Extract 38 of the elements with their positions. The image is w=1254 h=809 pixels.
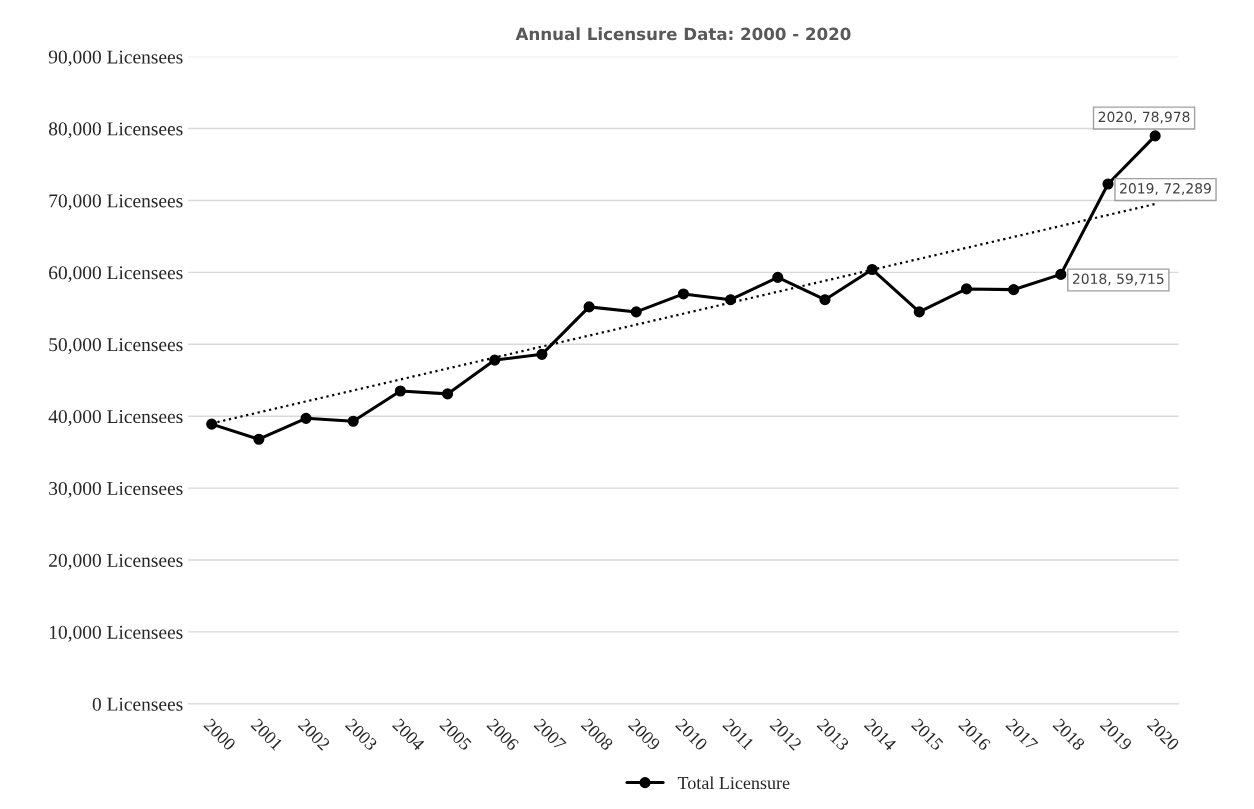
y-tick-label: 20,000 Licensees xyxy=(49,553,183,570)
legend-label: Total Licensure xyxy=(677,776,790,790)
point xyxy=(253,433,265,445)
point xyxy=(442,388,454,400)
y-tick-label: 40,000 Licensees xyxy=(48,410,183,426)
point xyxy=(772,271,784,283)
point xyxy=(1102,178,1114,190)
data-label: 2018, 59,715 xyxy=(1072,273,1164,286)
point xyxy=(630,306,642,318)
point xyxy=(1055,268,1067,280)
point xyxy=(913,306,925,318)
point xyxy=(819,294,831,306)
y-tick-label: 80,000 Licensees xyxy=(48,122,183,139)
point xyxy=(960,283,973,295)
chart-title: Annual Licensure Data: 2000 - 2020 xyxy=(515,27,851,41)
point xyxy=(725,294,737,306)
y-tick-label: 90,000 Licensees xyxy=(48,50,183,67)
point xyxy=(394,385,406,397)
y-tick-label: 30,000 Licensees xyxy=(49,481,183,498)
point xyxy=(677,288,689,300)
point xyxy=(300,412,312,424)
x-tick-label: 2017 xyxy=(1005,717,1039,752)
point xyxy=(536,348,548,360)
point xyxy=(489,354,501,366)
point xyxy=(1008,284,1020,296)
data-label: 2019, 72,289 xyxy=(1120,183,1211,195)
y-tick-label: 60,000 Licensees xyxy=(49,266,183,283)
y-tick-label: 10,000 Licensees xyxy=(49,625,183,642)
y-tick-label: 50,000 Licensees xyxy=(49,338,183,355)
data-label: 2020, 78,978 xyxy=(1098,111,1190,124)
point xyxy=(866,263,878,276)
point xyxy=(583,301,595,313)
y-tick-label: 70,000 Licensees xyxy=(49,194,183,211)
point xyxy=(1149,130,1161,142)
point xyxy=(206,418,218,430)
x-tick-label: 2007 xyxy=(533,717,567,752)
y-tick-label: 0 Licensees xyxy=(92,697,183,711)
point xyxy=(347,415,359,427)
